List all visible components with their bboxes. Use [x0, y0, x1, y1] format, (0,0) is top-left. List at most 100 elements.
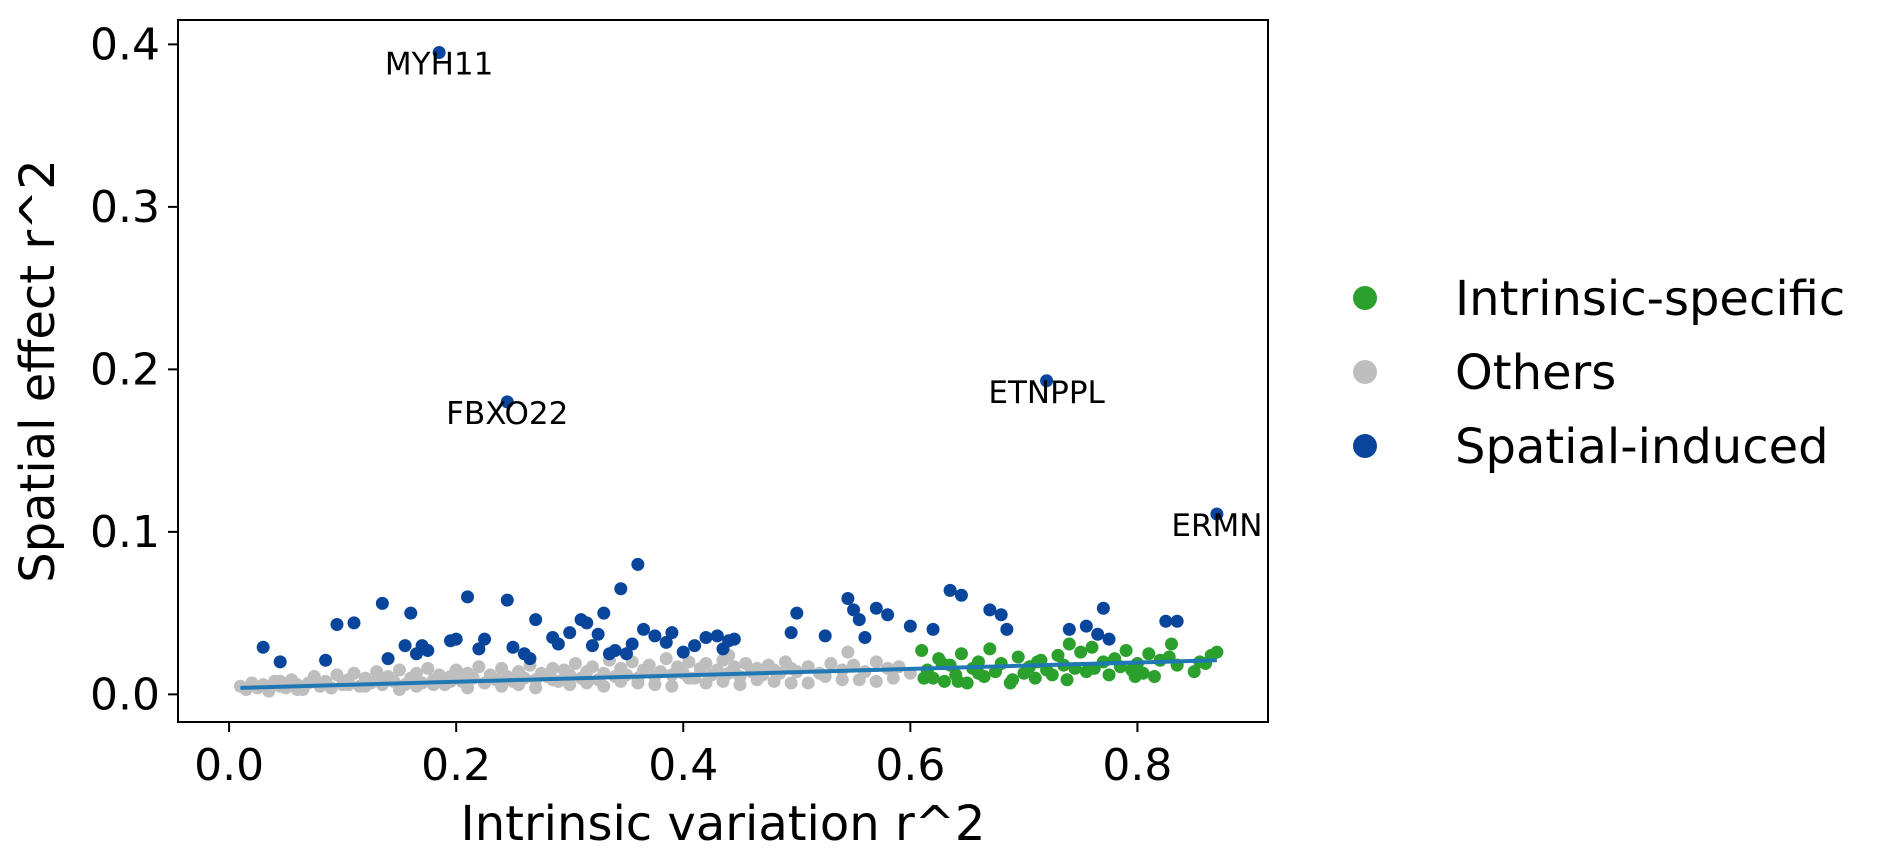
data-point-spatial-induced: [404, 606, 418, 620]
data-point-others: [392, 683, 406, 696]
data-point-intrinsic-specific: [1164, 637, 1178, 651]
y-tick-label: 0.2: [90, 344, 160, 395]
data-point-spatial-induced: [926, 622, 940, 636]
data-point-spatial-induced: [478, 632, 492, 646]
data-point-spatial-induced: [841, 592, 855, 605]
data-point-others: [421, 661, 435, 675]
data-point-labeled-genes: [1040, 374, 1054, 388]
data-point-others: [835, 673, 849, 687]
data-point-others: [869, 655, 883, 669]
legend-marker: [1353, 286, 1377, 310]
y-tick-label: 0.4: [90, 19, 160, 70]
data-point-others: [648, 678, 662, 692]
data-point-others: [841, 645, 855, 659]
y-tick-label: 0.3: [90, 182, 160, 233]
data-point-others: [495, 679, 509, 693]
annotations: MYH11 FBXO22 ETNPPL ERMN: [385, 47, 1263, 545]
data-point-others: [733, 678, 747, 692]
data-point-others: [659, 652, 673, 666]
data-point-others: [699, 657, 713, 670]
data-point-spatial-induced: [580, 616, 594, 630]
data-point-others: [330, 668, 344, 682]
data-point-spatial-induced: [625, 637, 639, 651]
data-point-intrinsic-specific: [1051, 648, 1065, 662]
data-point-intrinsic-specific: [937, 674, 951, 688]
gene-label-myh11: MYH11: [385, 47, 493, 83]
x-axis: 0.0 0.2 0.4 0.6 0.8: [194, 722, 1172, 791]
data-point-spatial-induced: [523, 652, 537, 666]
data-point-spatial-induced: [1000, 622, 1014, 636]
data-point-spatial-induced: [1170, 614, 1184, 628]
data-point-intrinsic-specific: [954, 647, 968, 661]
data-point-others: [727, 660, 741, 674]
legend-marker: [1353, 360, 1377, 384]
data-point-spatial-induced: [858, 631, 872, 644]
data-point-spatial-induced: [585, 639, 599, 653]
data-point-spatial-induced: [461, 590, 475, 604]
data-point-others: [347, 666, 361, 680]
legend-marker: [1353, 434, 1377, 458]
data-point-intrinsic-specific: [1028, 671, 1042, 685]
data-point-intrinsic-specific: [1011, 650, 1025, 664]
data-point-intrinsic-specific: [1062, 637, 1076, 651]
data-point-labeled-genes: [1210, 507, 1224, 521]
data-point-spatial-induced: [563, 626, 577, 640]
data-point-spatial-induced: [319, 653, 333, 667]
data-point-others: [409, 666, 423, 680]
x-axis-label: Intrinsic variation r^2: [461, 796, 986, 852]
x-tick-label: 0.8: [1102, 740, 1172, 791]
data-point-others: [847, 658, 861, 672]
data-point-spatial-induced: [1096, 601, 1110, 615]
data-point-spatial-induced: [472, 642, 486, 656]
data-point-spatial-induced: [614, 582, 628, 596]
data-point-intrinsic-specific: [1060, 673, 1074, 687]
data-point-spatial-induced: [869, 601, 883, 615]
data-point-spatial-induced: [529, 613, 543, 627]
data-point-intrinsic-specific: [971, 666, 985, 680]
data-point-spatial-induced: [710, 629, 724, 643]
data-point-spatial-induced: [506, 640, 520, 654]
x-tick-label: 0.6: [875, 740, 945, 791]
data-point-spatial-induced: [688, 639, 702, 653]
plot-frame: [177, 19, 1269, 723]
legend-label: Intrinsic-specific: [1455, 271, 1845, 327]
data-point-others: [426, 678, 440, 692]
data-point-spatial-induced: [818, 629, 832, 643]
data-point-spatial-induced: [347, 616, 361, 630]
data-point-spatial-induced: [790, 606, 804, 620]
fit-line: [240, 658, 1217, 690]
data-point-others: [461, 681, 475, 695]
data-point-spatial-induced: [619, 647, 633, 661]
legend: Intrinsic-specific Others Spatial-induced: [1353, 271, 1845, 475]
data-point-spatial-induced: [637, 622, 651, 636]
data-point-intrinsic-specific: [1119, 644, 1133, 657]
data-point-spatial-induced: [727, 632, 741, 646]
data-point-intrinsic-specific: [1210, 645, 1224, 659]
data-point-spatial-induced: [273, 655, 287, 669]
data-point-intrinsic-specific: [983, 642, 997, 656]
data-point-intrinsic-specific: [917, 671, 931, 685]
data-point-intrinsic-specific: [951, 674, 965, 688]
data-point-others: [750, 673, 764, 687]
data-point-intrinsic-specific: [1045, 668, 1059, 682]
data-point-others: [529, 681, 543, 695]
legend-label: Others: [1455, 345, 1616, 401]
data-point-spatial-induced: [381, 652, 395, 666]
data-point-spatial-induced: [852, 613, 866, 627]
data-point-others: [563, 678, 577, 692]
data-point-spatial-induced: [954, 588, 968, 602]
data-point-spatial-induced: [983, 603, 997, 617]
data-point-others: [273, 674, 287, 688]
y-tick-label: 0.0: [90, 669, 160, 720]
fit-line-group: [240, 658, 1217, 690]
data-point-spatial-induced: [500, 593, 514, 607]
data-point-spatial-induced: [1102, 632, 1116, 646]
data-point-others: [432, 668, 446, 682]
data-point-others: [869, 674, 883, 688]
data-point-others: [716, 674, 730, 688]
data-point-others: [784, 676, 798, 690]
x-tick-label: 0.0: [194, 740, 264, 791]
gene-label-ermn: ERMN: [1171, 508, 1262, 544]
data-point-others: [699, 676, 713, 690]
